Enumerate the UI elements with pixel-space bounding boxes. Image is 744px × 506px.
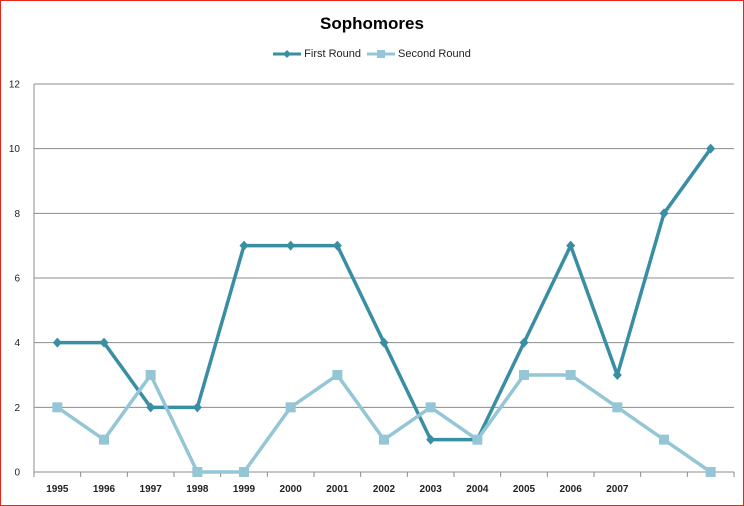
x-tick-label-1995: 1995 bbox=[46, 484, 69, 495]
y-tick-label-4: 4 bbox=[14, 338, 20, 349]
x-tick-label-2006: 2006 bbox=[560, 484, 583, 495]
point-first-round-1 bbox=[99, 337, 109, 348]
point-first-round-5 bbox=[286, 240, 296, 251]
point-first-round-6 bbox=[332, 240, 342, 251]
x-tick-label-1996: 1996 bbox=[93, 484, 116, 495]
point-first-round-7 bbox=[379, 337, 389, 348]
x-tick-label-2004: 2004 bbox=[466, 484, 489, 495]
series-line-first-round bbox=[57, 147, 713, 442]
point-first-round-14 bbox=[706, 143, 716, 154]
point-second-round-9 bbox=[472, 434, 483, 445]
x-tick-label-2002: 2002 bbox=[373, 484, 396, 495]
point-second-round-5 bbox=[285, 402, 296, 413]
point-first-round-13 bbox=[659, 208, 669, 219]
point-second-round-4 bbox=[239, 467, 249, 477]
legend-entry-second-round: Second Round bbox=[367, 48, 471, 60]
series-line-second-round bbox=[56, 373, 712, 474]
point-second-round-6 bbox=[332, 370, 343, 380]
legend-label-first-round: First Round bbox=[304, 48, 362, 60]
x-tick-label-2003: 2003 bbox=[420, 484, 443, 495]
x-tick-label-2001: 2001 bbox=[326, 484, 349, 495]
point-second-round-11 bbox=[565, 370, 576, 380]
point-first-round-2 bbox=[146, 402, 156, 413]
y-tick-label-12: 12 bbox=[9, 80, 21, 91]
chart-title: Sophomores bbox=[320, 14, 424, 33]
x-tick-label-1998: 1998 bbox=[186, 484, 209, 495]
point-second-round-12 bbox=[612, 402, 623, 413]
x-tick-label-1997: 1997 bbox=[140, 484, 163, 495]
point-first-round-12 bbox=[612, 370, 622, 380]
point-first-round-8 bbox=[426, 434, 436, 445]
point-second-round-8 bbox=[425, 402, 436, 413]
point-second-round-0 bbox=[52, 402, 63, 413]
point-first-round-0 bbox=[52, 337, 62, 348]
x-tick-label-1999: 1999 bbox=[233, 484, 256, 495]
point-second-round-2 bbox=[145, 370, 156, 380]
y-tick-label-8: 8 bbox=[14, 209, 20, 220]
y-tick-label-0: 0 bbox=[14, 468, 20, 479]
point-first-round-4 bbox=[239, 240, 249, 251]
point-second-round-3 bbox=[192, 467, 203, 477]
point-first-round-3 bbox=[192, 402, 202, 413]
point-first-round-10 bbox=[519, 337, 529, 348]
point-second-round-14 bbox=[705, 467, 716, 477]
x-tick-label-2005: 2005 bbox=[513, 484, 536, 495]
legend-swatch-first-round bbox=[273, 50, 302, 58]
legend-label-second-round: Second Round bbox=[398, 48, 471, 60]
point-second-round-7 bbox=[379, 434, 389, 445]
y-tick-label-2: 2 bbox=[14, 403, 20, 414]
point-second-round-10 bbox=[519, 370, 529, 380]
point-first-round-11 bbox=[566, 240, 576, 251]
legend: First Round Second Round bbox=[0, 48, 744, 60]
point-second-round-13 bbox=[659, 434, 669, 445]
x-tick-label-2000: 2000 bbox=[280, 484, 303, 495]
y-tick-label-6: 6 bbox=[14, 274, 20, 285]
legend-entry-first-round: First Round bbox=[273, 48, 361, 60]
y-tick-label-10: 10 bbox=[9, 144, 21, 155]
point-second-round-1 bbox=[99, 434, 109, 445]
legend-swatch-second-round bbox=[367, 50, 396, 58]
x-tick-label-2007: 2007 bbox=[606, 484, 629, 495]
